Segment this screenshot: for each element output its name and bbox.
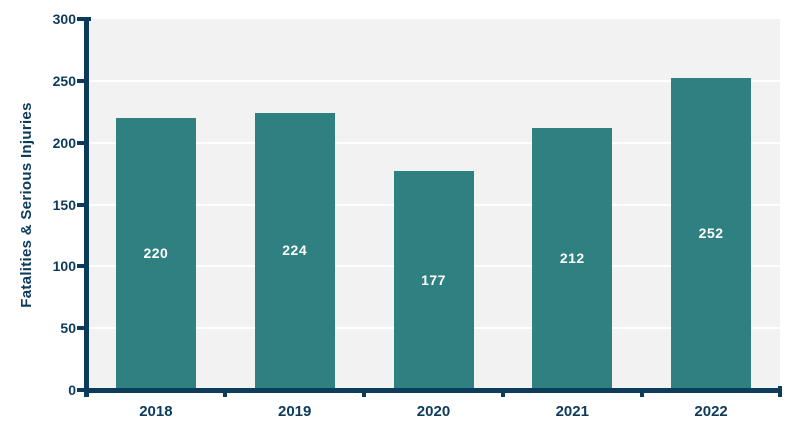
bar-2022: 252 [671,78,752,388]
bar-2021: 212 [532,127,613,388]
bar-2020: 177 [393,171,474,388]
y-axis-title: Fatalities & Serious Injuries [18,102,35,308]
bar-2018: 220 [115,117,196,388]
y-tick-300 [77,17,91,21]
x-tick-label-2021: 2021 [555,403,589,420]
x-tick-label-2019: 2019 [278,403,312,420]
x-tick-4 [639,388,644,397]
y-tick-200 [77,140,89,145]
bar-value-label-2019: 224 [282,242,308,259]
bar-value-label-2018: 220 [143,244,169,261]
y-tick-100 [77,264,89,269]
bar-value-label-2021: 212 [559,249,585,266]
y-tick-label-0: 0 [68,382,76,398]
y-tick-250 [77,78,89,83]
gridline-250 [89,79,780,82]
x-tick-3 [500,388,505,397]
x-tick-2 [362,388,367,397]
y-tick-label-100: 100 [52,258,76,275]
bar-value-label-2020: 177 [421,271,446,288]
y-tick-label-250: 250 [52,72,76,89]
y-tick-label-200: 200 [52,134,76,151]
x-tick-1 [223,388,228,397]
gridline-200 [89,141,780,144]
x-axis-line [84,388,781,393]
x-tick-label-2020: 2020 [416,403,451,420]
x-tick-label-2018: 2018 [139,403,173,420]
bar-value-label-2022: 252 [698,225,724,242]
y-axis-line [84,17,89,397]
y-tick-label-50: 50 [60,320,76,337]
y-tick-150 [77,202,89,207]
x-tick-label-2022: 2022 [694,403,728,420]
x-axis-end-cap [778,386,782,397]
bar-2019: 224 [254,112,335,388]
y-tick-label-150: 150 [52,196,76,213]
y-tick-50 [77,326,89,331]
y-tick-label-300: 300 [52,11,76,27]
y-tick-0 [77,388,89,392]
